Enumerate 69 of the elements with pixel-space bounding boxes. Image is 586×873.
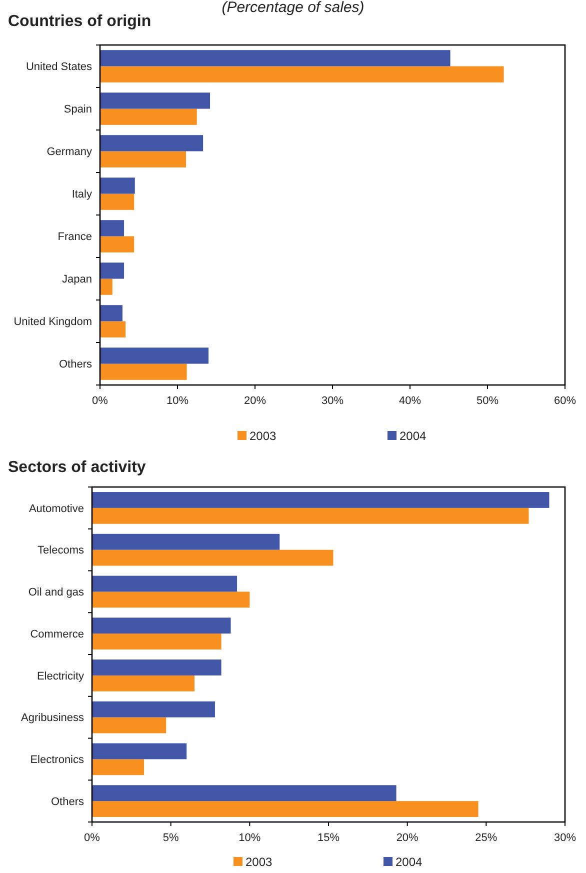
bar xyxy=(100,364,187,380)
x-tick-label: 0% xyxy=(92,395,108,407)
bar xyxy=(100,220,124,236)
y-tick-label: Germany xyxy=(46,146,92,158)
bar xyxy=(100,135,204,152)
bar xyxy=(92,508,529,524)
bar xyxy=(92,743,187,760)
y-tick-label: France xyxy=(58,231,92,244)
x-tick-label: 15% xyxy=(317,832,340,844)
y-tick-label: Electricity xyxy=(36,670,84,682)
bar xyxy=(92,801,478,817)
bar xyxy=(92,618,231,634)
x-tick-label: 25% xyxy=(475,832,498,844)
legend-label: 2004 xyxy=(396,855,423,869)
legend-label: 2004 xyxy=(400,429,427,443)
bar xyxy=(92,550,334,566)
x-tick-label: 5% xyxy=(162,832,179,844)
y-tick-label: Spain xyxy=(64,104,92,116)
legend-label: 2003 xyxy=(250,429,277,443)
bar xyxy=(92,576,238,592)
bar xyxy=(92,492,550,508)
chart-subtitle: (Percentage of sales) xyxy=(222,0,364,16)
bar xyxy=(100,151,186,168)
bar xyxy=(92,717,166,734)
y-tick-label: Automotive xyxy=(28,502,84,515)
bar xyxy=(100,305,122,322)
y-tick-label: Others xyxy=(58,358,92,371)
x-tick-label: 0% xyxy=(84,832,100,844)
chart-title: Sectors of activity xyxy=(8,459,146,476)
legend-label: 2003 xyxy=(246,855,273,869)
x-tick-label: 20% xyxy=(396,832,419,844)
bar xyxy=(92,634,222,650)
y-tick-label: Italy xyxy=(72,188,92,201)
x-tick-label: 40% xyxy=(398,395,422,407)
bar xyxy=(92,534,280,550)
bar xyxy=(92,785,396,802)
bar xyxy=(100,92,210,109)
chart-title: Countries of origin xyxy=(8,13,152,30)
bar xyxy=(100,194,134,210)
x-tick-label: 10% xyxy=(238,832,261,844)
x-tick-label: 50% xyxy=(476,395,499,407)
bar xyxy=(92,592,250,608)
bar xyxy=(100,108,197,125)
bar xyxy=(100,321,126,338)
bar xyxy=(100,178,135,194)
bar xyxy=(100,236,134,252)
y-tick-label: Commerce xyxy=(30,628,84,640)
y-tick-label: United States xyxy=(26,61,92,74)
y-tick-label: Electronics xyxy=(30,754,84,766)
bar xyxy=(100,50,450,66)
bar xyxy=(92,701,215,718)
y-tick-label: Oil and gas xyxy=(28,586,84,599)
bar xyxy=(100,278,112,295)
y-tick-label: United Kingdom xyxy=(14,316,92,328)
bar xyxy=(92,675,194,692)
x-tick-label: 20% xyxy=(244,395,266,407)
x-tick-label: 30% xyxy=(321,395,344,407)
bar xyxy=(92,759,144,776)
y-tick-label: Japan xyxy=(62,274,92,286)
x-tick-label: 60% xyxy=(554,395,576,407)
bar xyxy=(100,262,124,279)
x-tick-label: 30% xyxy=(554,832,576,844)
y-tick-label: Others xyxy=(50,796,84,808)
bar xyxy=(92,660,222,676)
bar xyxy=(100,348,208,364)
y-tick-label: Agribusiness xyxy=(21,712,84,724)
y-tick-label: Telecoms xyxy=(38,544,84,557)
x-tick-label: 10% xyxy=(166,395,189,407)
bar xyxy=(100,66,504,82)
